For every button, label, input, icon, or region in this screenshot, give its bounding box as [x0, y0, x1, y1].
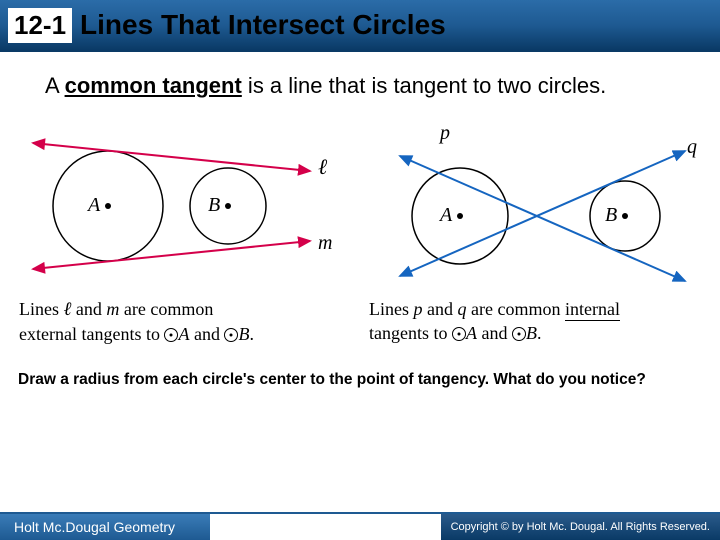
cap-q: q	[458, 299, 467, 319]
cap-B2: B	[526, 323, 537, 343]
def-post: is a line that is tangent to two circles…	[242, 73, 606, 98]
cap-A: A	[178, 324, 189, 344]
label-p: p	[438, 122, 450, 144]
external-svg: A B ℓ m	[18, 121, 348, 291]
instruction-text: Draw a radius from each circle's center …	[0, 347, 720, 389]
cap-p: p	[414, 299, 423, 319]
label-m: m	[318, 232, 332, 254]
cap-txt: .	[537, 323, 542, 343]
label-l: ℓ	[318, 154, 328, 179]
cap-m: m	[106, 299, 119, 319]
label-B2: B	[605, 204, 617, 226]
definition-text: A common tangent is a line that is tange…	[0, 52, 720, 111]
external-tangent-diagram: A B ℓ m Lines ℓ and m are common externa…	[15, 121, 350, 347]
internal-caption: Lines p and q are common internal tangen…	[365, 291, 705, 346]
cap-txt: and	[477, 323, 512, 343]
label-q: q	[687, 136, 697, 158]
slide-footer: Holt Mc.Dougal Geometry Copyright © by H…	[0, 512, 720, 540]
cap-txt: are common	[119, 299, 213, 319]
circle-symbol-icon	[452, 327, 466, 341]
internal-tangent-diagram: A B p q Lines p and q are common interna…	[365, 121, 705, 347]
label-A2: A	[438, 204, 453, 226]
label-B: B	[208, 194, 220, 216]
diagram-row: A B ℓ m Lines ℓ and m are common externa…	[0, 111, 720, 347]
cap-txt: are common	[467, 299, 565, 319]
cap-internal: internal	[565, 299, 620, 321]
external-caption: Lines ℓ and m are common external tangen…	[15, 291, 350, 347]
def-pre: A	[45, 73, 65, 98]
slide-header: 12-1 Lines That Intersect Circles	[0, 0, 720, 52]
section-number: 12-1	[8, 8, 72, 43]
cap-ext: external tangents to	[19, 324, 164, 345]
circle-symbol-icon	[512, 327, 526, 341]
cap-txt: and	[423, 299, 458, 319]
cap-txt: Lines	[369, 299, 414, 319]
circle-symbol-icon	[224, 328, 238, 342]
footer-brand: Holt Mc.Dougal Geometry	[0, 514, 210, 540]
def-term: common tangent	[65, 73, 242, 98]
slide-title: Lines That Intersect Circles	[80, 9, 446, 41]
cap-A2: A	[466, 323, 477, 343]
cap-txt: and	[189, 324, 224, 344]
cap-txt: Lines	[19, 299, 64, 319]
label-A: A	[86, 194, 101, 216]
circle-symbol-icon	[164, 328, 178, 342]
footer-copyright: Copyright © by Holt Mc. Dougal. All Righ…	[441, 514, 720, 540]
cap-txt: .	[249, 324, 254, 344]
internal-svg: A B p q	[365, 121, 705, 291]
cap-txt: tangents to	[369, 323, 452, 343]
cap-B: B	[238, 324, 249, 344]
cap-txt: and	[71, 299, 106, 319]
